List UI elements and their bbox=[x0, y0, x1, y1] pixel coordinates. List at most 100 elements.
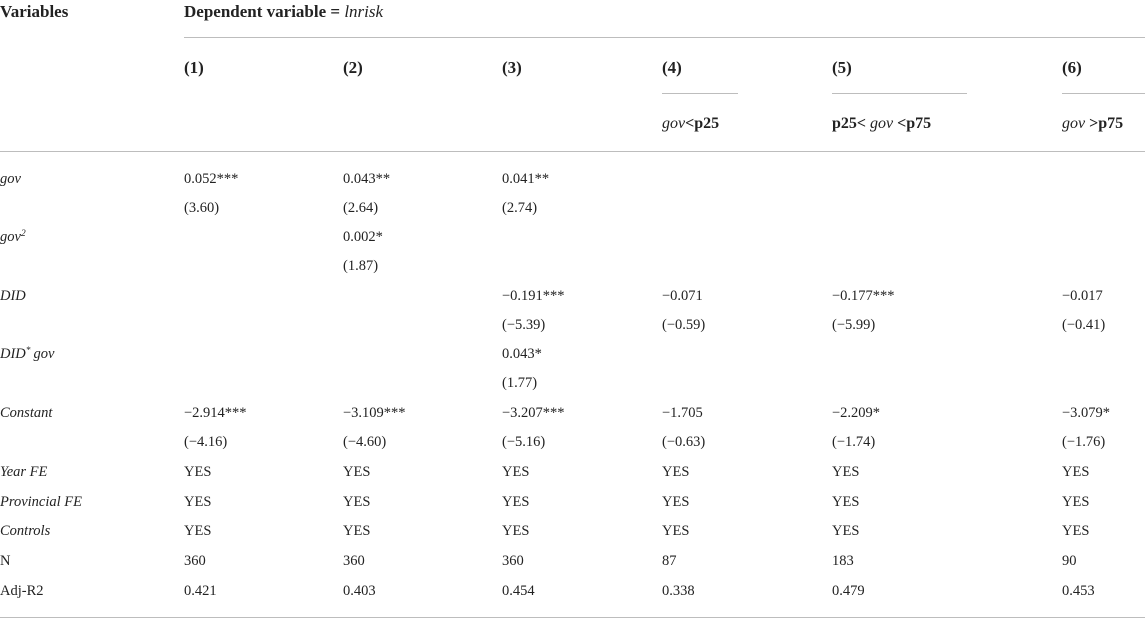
table-cell: −3.207*** bbox=[502, 405, 565, 421]
table-cell: −0.191*** bbox=[502, 288, 565, 304]
column-header-2: (2) bbox=[343, 58, 363, 77]
row-label-did-gov-a: DID bbox=[0, 346, 26, 362]
table-cell: −0.017 bbox=[1062, 288, 1103, 304]
subgroup-6-rest: >p75 bbox=[1085, 115, 1124, 132]
table-cell: (1.87) bbox=[343, 258, 379, 274]
table-cell: YES bbox=[502, 464, 530, 480]
row-label-constant: Constant bbox=[0, 405, 53, 421]
row-label-gov: gov bbox=[0, 171, 21, 187]
table-cell: 0.454 bbox=[502, 583, 535, 599]
row-label-gov-squared-sup: 2 bbox=[20, 228, 26, 239]
row-label-controls: Controls bbox=[0, 523, 51, 539]
dependent-variable-header: Dependent variable = lnrisk bbox=[184, 2, 383, 22]
table-cell: YES bbox=[832, 523, 860, 539]
dependent-variable-name: lnrisk bbox=[344, 2, 384, 21]
row-label-n: N bbox=[0, 553, 11, 569]
row-label-did-gov-b: gov bbox=[33, 346, 55, 362]
table-cell: YES bbox=[184, 523, 212, 539]
table-cell: (2.74) bbox=[502, 200, 538, 216]
header-bottom-rule bbox=[0, 151, 1145, 152]
table-cell: YES bbox=[184, 494, 212, 510]
subgroup-4-rest: <p25 bbox=[685, 115, 720, 132]
table-cell: YES bbox=[502, 523, 530, 539]
table-cell: 0.421 bbox=[184, 583, 217, 599]
table-cell: 0.403 bbox=[343, 583, 376, 599]
table-cell: 360 bbox=[343, 553, 365, 569]
table-cell: (−5.16) bbox=[502, 434, 546, 450]
table-cell: 90 bbox=[1062, 553, 1077, 569]
dependent-variable-prefix: Dependent variable = bbox=[184, 2, 345, 21]
table-cell: YES bbox=[662, 494, 690, 510]
table-bottom-rule bbox=[0, 617, 1145, 618]
header-rule bbox=[184, 37, 1145, 38]
column-header-1: (1) bbox=[184, 58, 204, 77]
table-cell: (2.64) bbox=[343, 200, 379, 216]
column-header-3: (3) bbox=[502, 58, 522, 77]
table-cell: 0.002* bbox=[343, 229, 383, 245]
table-cell: −3.109*** bbox=[343, 405, 406, 421]
variables-header: Variables bbox=[0, 2, 69, 21]
table-cell: (−0.59) bbox=[662, 317, 706, 333]
table-cell: YES bbox=[502, 494, 530, 510]
table-cell: YES bbox=[1062, 494, 1090, 510]
table-cell: 360 bbox=[184, 553, 206, 569]
subgroup-5-pre: p25< bbox=[832, 115, 871, 132]
subgroup-rule-6 bbox=[1062, 93, 1145, 94]
subgroup-5-var: gov bbox=[870, 115, 894, 132]
table-cell: (−5.99) bbox=[832, 317, 876, 333]
row-label-did-gov: DID* gov bbox=[0, 346, 54, 363]
table-cell: (−1.74) bbox=[832, 434, 876, 450]
table-cell: (1.77) bbox=[502, 375, 538, 391]
column-header-6: (6) bbox=[1062, 58, 1082, 77]
table-cell: 0.041** bbox=[502, 171, 550, 187]
table-cell: 87 bbox=[662, 553, 677, 569]
table-cell: YES bbox=[832, 464, 860, 480]
table-cell: 0.479 bbox=[832, 583, 865, 599]
table-cell: YES bbox=[1062, 464, 1090, 480]
table-cell: 0.453 bbox=[1062, 583, 1095, 599]
table-cell: −2.209* bbox=[832, 405, 881, 421]
table-cell: (3.60) bbox=[184, 200, 220, 216]
table-cell: 183 bbox=[832, 553, 854, 569]
table-cell: YES bbox=[662, 464, 690, 480]
table-cell: YES bbox=[1062, 523, 1090, 539]
subgroup-header-4: gov<p25 bbox=[662, 115, 719, 133]
subgroup-4-var: gov bbox=[662, 115, 686, 132]
row-label-adj-r2: Adj-R2 bbox=[0, 583, 44, 599]
table-cell: −0.177*** bbox=[832, 288, 895, 304]
row-label-did-gov-star: * bbox=[25, 345, 31, 356]
table-cell: 0.043* bbox=[502, 346, 542, 362]
row-label-gov-squared: gov2 bbox=[0, 229, 26, 246]
table-cell: (−1.76) bbox=[1062, 434, 1106, 450]
table-cell: 0.338 bbox=[662, 583, 695, 599]
table-cell: −1.705 bbox=[662, 405, 703, 421]
table-cell: YES bbox=[343, 464, 371, 480]
table-cell: (−0.41) bbox=[1062, 317, 1106, 333]
row-label-year-fe: Year FE bbox=[0, 464, 48, 480]
table-cell: 360 bbox=[502, 553, 524, 569]
table-cell: (−0.63) bbox=[662, 434, 706, 450]
table-cell: (−4.60) bbox=[343, 434, 387, 450]
table-cell: 0.052*** bbox=[184, 171, 239, 187]
column-header-4: (4) bbox=[662, 58, 682, 77]
table-cell: YES bbox=[343, 494, 371, 510]
table-cell: 0.043** bbox=[343, 171, 391, 187]
subgroup-rule-4 bbox=[662, 93, 738, 94]
table-cell: −2.914*** bbox=[184, 405, 247, 421]
subgroup-header-6: gov >p75 bbox=[1062, 115, 1123, 133]
table-cell: (−5.39) bbox=[502, 317, 546, 333]
subgroup-rule-5 bbox=[832, 93, 967, 94]
table-cell: YES bbox=[832, 494, 860, 510]
subgroup-6-var: gov bbox=[1062, 115, 1086, 132]
column-header-5: (5) bbox=[832, 58, 852, 77]
subgroup-5-rest: <p75 bbox=[893, 115, 932, 132]
table-cell: −3.079* bbox=[1062, 405, 1111, 421]
table-cell: YES bbox=[343, 523, 371, 539]
table-cell: (−4.16) bbox=[184, 434, 228, 450]
table-cell: YES bbox=[662, 523, 690, 539]
table-cell: −0.071 bbox=[662, 288, 703, 304]
row-label-gov-squared-base: gov bbox=[0, 229, 21, 245]
row-label-did: DID bbox=[0, 288, 26, 304]
subgroup-header-5: p25< gov <p75 bbox=[832, 115, 931, 133]
table-cell: YES bbox=[184, 464, 212, 480]
